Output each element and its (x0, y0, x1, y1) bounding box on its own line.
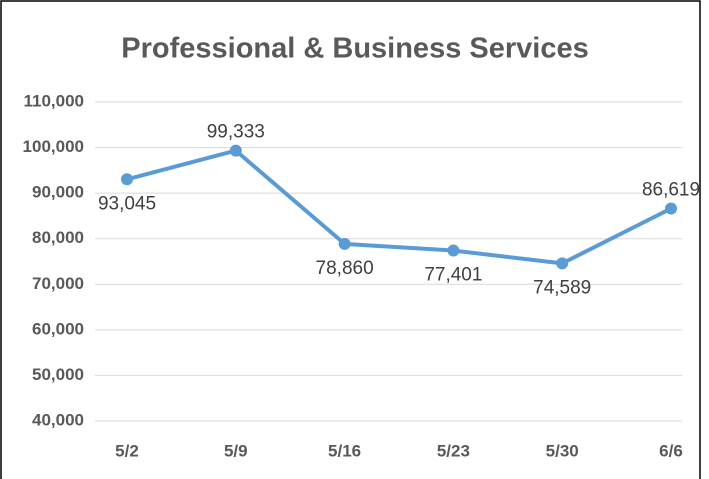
data-point (229, 144, 242, 157)
y-tick-label: 80,000 (32, 228, 84, 247)
data-point (665, 202, 677, 215)
data-point (556, 257, 569, 270)
data-point (121, 173, 133, 186)
x-tick-label: 5/9 (224, 441, 248, 460)
data-label: 74,589 (533, 277, 591, 298)
x-tick-label: 5/23 (437, 441, 470, 460)
y-tick-label: 40,000 (32, 410, 84, 429)
y-tick-label: 90,000 (32, 183, 84, 202)
data-label: 99,333 (207, 122, 265, 143)
y-tick-label: 50,000 (32, 365, 84, 384)
data-label: 77,401 (424, 265, 482, 286)
chart-title: Professional & Business Services (121, 33, 588, 65)
x-tick-label: 6/6 (659, 441, 683, 460)
y-tick-label: 70,000 (32, 274, 84, 293)
data-label: 93,045 (98, 193, 156, 214)
data-point (338, 237, 351, 250)
y-tick-label: 110,000 (23, 91, 84, 110)
x-tick-label: 5/2 (115, 441, 139, 460)
data-point (447, 244, 460, 257)
y-tick-label: 60,000 (32, 319, 84, 338)
data-label: 86,619 (642, 180, 700, 201)
x-tick-label: 5/16 (328, 441, 361, 460)
x-tick-label: 5/30 (546, 441, 579, 460)
data-line (126, 148, 672, 266)
y-tick-label: 100,000 (23, 137, 84, 156)
data-label: 78,860 (316, 258, 374, 279)
